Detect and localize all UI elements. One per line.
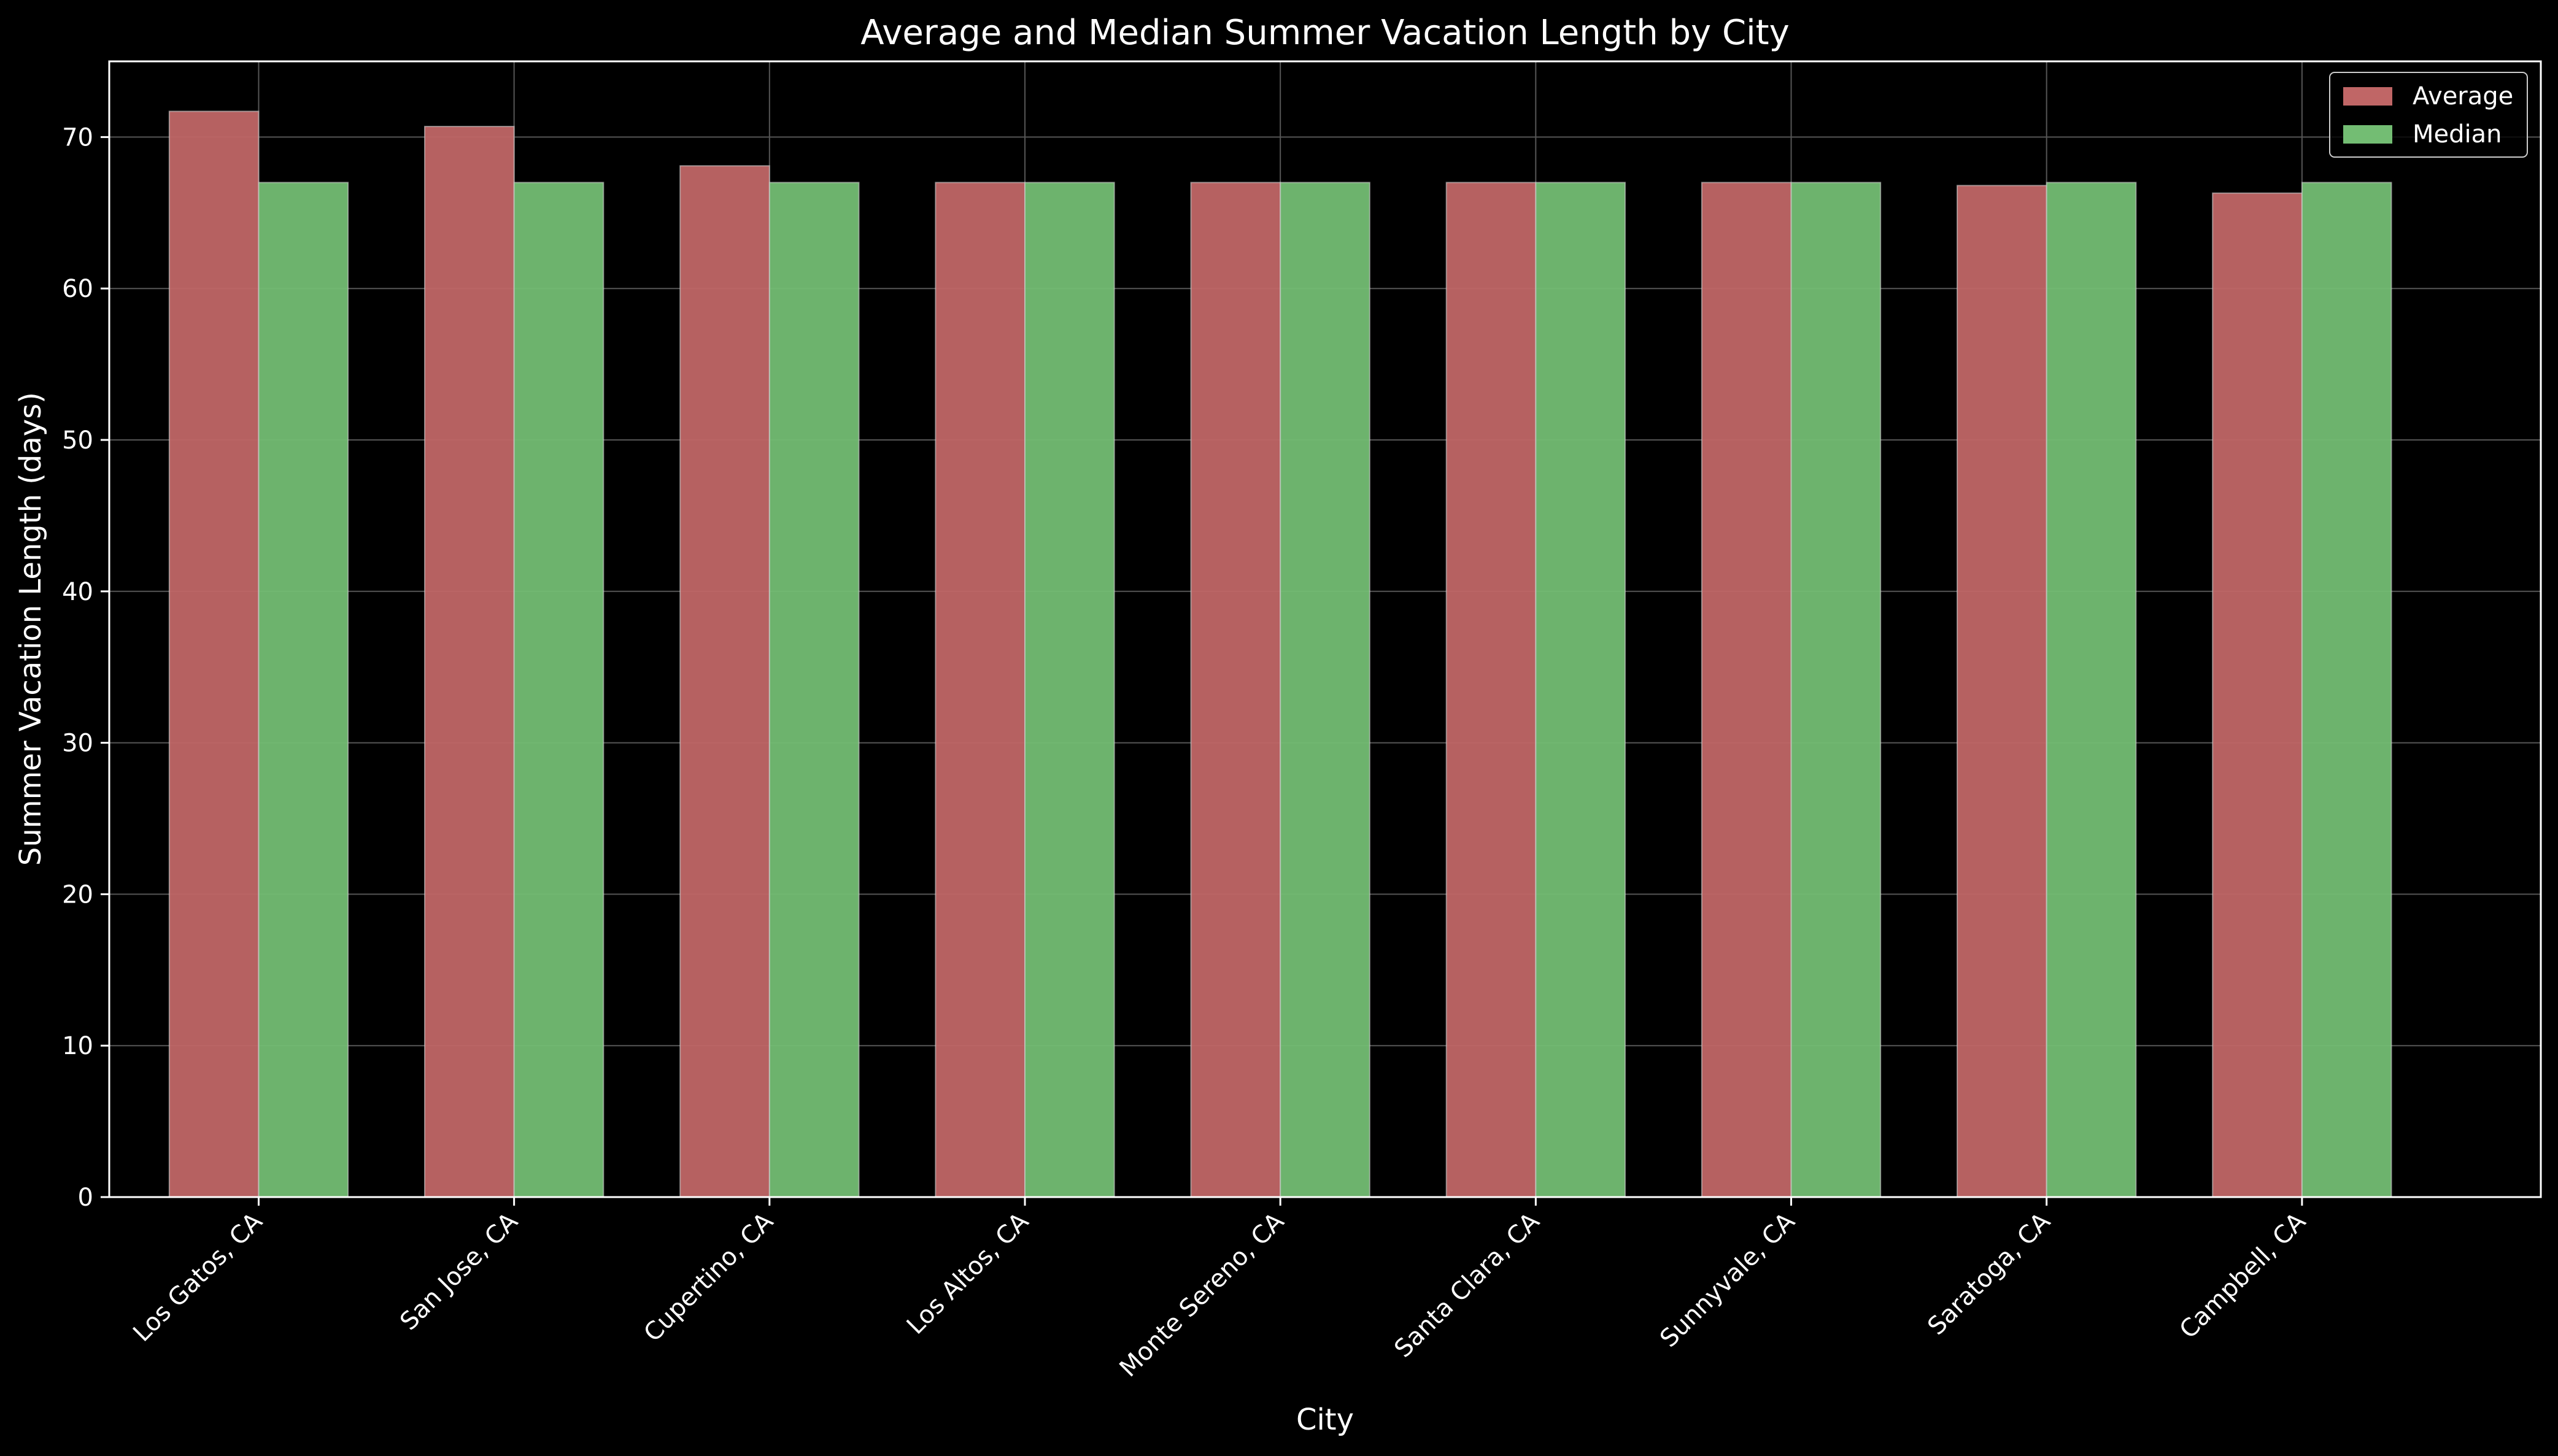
bar-average-7 xyxy=(1957,185,2047,1198)
y-tick-label: 40 xyxy=(62,578,93,606)
bar-average-5 xyxy=(1445,182,1537,1198)
y-tick-label: 30 xyxy=(62,730,93,758)
legend: Average Median xyxy=(2329,72,2528,158)
bar-average-0 xyxy=(168,110,260,1198)
bar-median-1 xyxy=(513,182,605,1198)
y-tick-label: 50 xyxy=(62,426,93,455)
bar-average-1 xyxy=(423,126,515,1198)
bar-average-3 xyxy=(935,182,1026,1198)
legend-swatch-average xyxy=(2343,87,2392,106)
bar-average-6 xyxy=(1701,182,1792,1198)
legend-swatch-median xyxy=(2343,125,2392,144)
bar-median-5 xyxy=(1535,182,1626,1198)
bar-median-4 xyxy=(1280,182,1370,1198)
x-axis-label: City xyxy=(1296,1403,1354,1437)
legend-label-average: Average xyxy=(2413,82,2513,110)
y-tick-label: 20 xyxy=(62,880,93,909)
plot-frame xyxy=(108,60,2542,1198)
bar-median-8 xyxy=(2301,182,2392,1198)
y-tick-label: 70 xyxy=(62,123,93,152)
bar-median-0 xyxy=(258,182,349,1198)
bar-median-6 xyxy=(1790,182,1882,1198)
bar-median-7 xyxy=(2046,182,2137,1198)
bar-median-3 xyxy=(1024,182,1115,1198)
y-axis-ticks: 0 10 20 30 40 50 60 70 xyxy=(62,123,109,1212)
bars xyxy=(168,110,2392,1198)
bar-average-8 xyxy=(2212,192,2303,1198)
chart-title: Average and Median Summer Vacation Lengt… xyxy=(860,13,1789,53)
y-tick-label: 10 xyxy=(62,1032,93,1060)
y-tick-label: 60 xyxy=(62,275,93,303)
bar-average-2 xyxy=(679,165,770,1198)
bar-median-2 xyxy=(768,182,860,1198)
bar-average-4 xyxy=(1190,182,1281,1198)
y-tick-label: 0 xyxy=(78,1184,93,1212)
legend-label-median: Median xyxy=(2413,120,2502,148)
y-axis-label: Summer Vacation Length (days) xyxy=(14,392,48,866)
